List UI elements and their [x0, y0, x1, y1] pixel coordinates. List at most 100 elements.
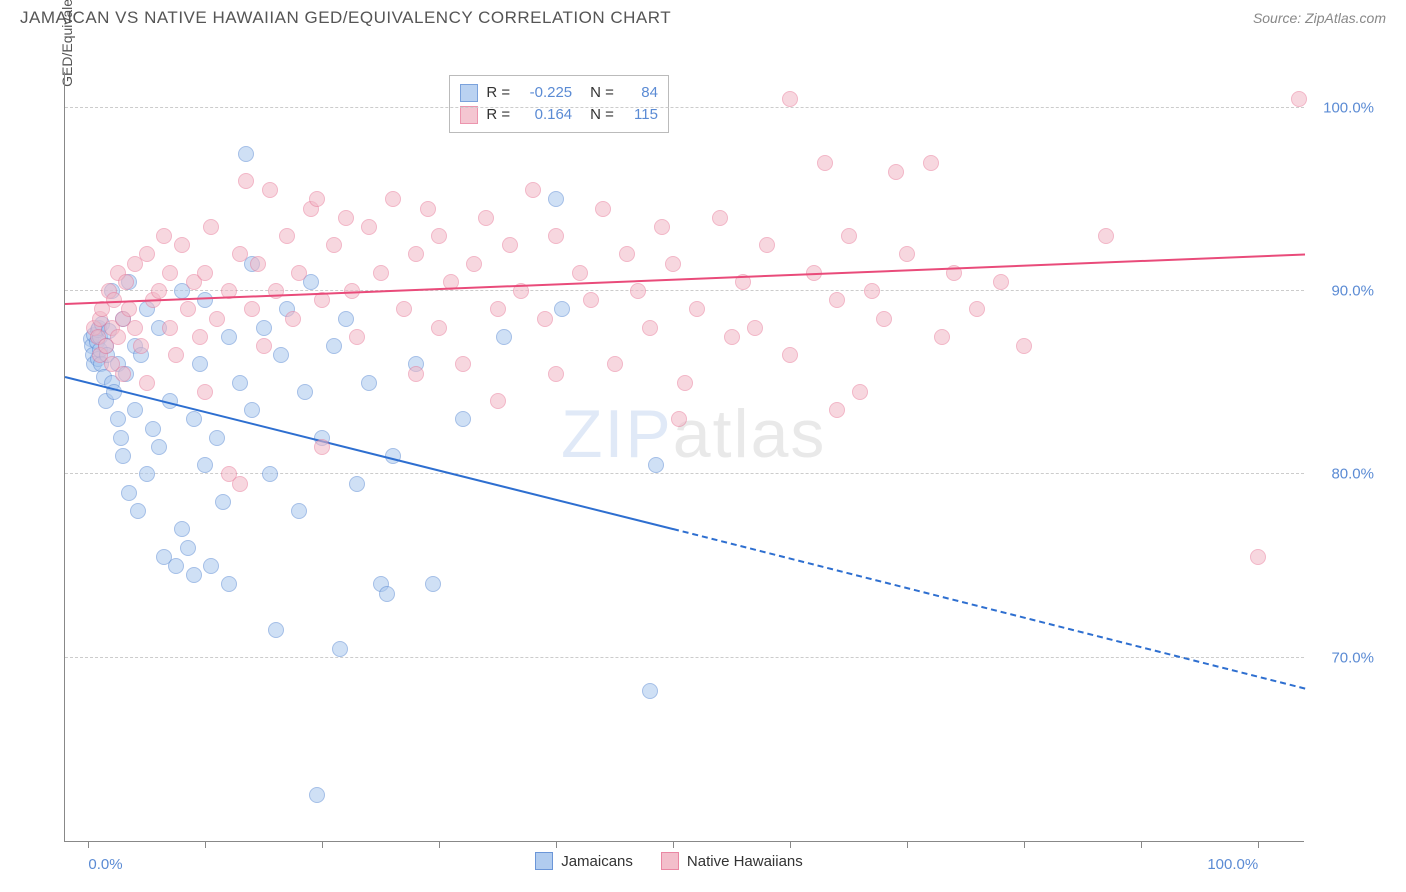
- data-point-native-hawaiians: [385, 191, 401, 207]
- legend-swatch: [460, 106, 478, 124]
- data-point-jamaicans: [648, 457, 664, 473]
- trend-line-extrapolated: [673, 528, 1305, 689]
- data-point-native-hawaiians: [309, 191, 325, 207]
- gridline: [65, 657, 1304, 658]
- data-point-native-hawaiians: [262, 182, 278, 198]
- data-point-jamaicans: [130, 503, 146, 519]
- data-point-native-hawaiians: [993, 274, 1009, 290]
- data-point-jamaicans: [180, 540, 196, 556]
- data-point-native-hawaiians: [118, 274, 134, 290]
- y-tick-label: 70.0%: [1314, 649, 1374, 666]
- gridline: [65, 107, 1304, 108]
- data-point-jamaicans: [361, 375, 377, 391]
- data-point-native-hawaiians: [677, 375, 693, 391]
- gridline: [65, 290, 1304, 291]
- data-point-native-hawaiians: [724, 329, 740, 345]
- data-point-native-hawaiians: [373, 265, 389, 281]
- data-point-jamaicans: [262, 466, 278, 482]
- data-point-native-hawaiians: [689, 301, 705, 317]
- chart-title: JAMAICAN VS NATIVE HAWAIIAN GED/EQUIVALE…: [20, 8, 671, 28]
- data-point-native-hawaiians: [934, 329, 950, 345]
- data-point-native-hawaiians: [466, 256, 482, 272]
- x-tick: [790, 841, 791, 848]
- data-point-jamaicans: [186, 567, 202, 583]
- data-point-native-hawaiians: [326, 237, 342, 253]
- data-point-native-hawaiians: [829, 402, 845, 418]
- x-tick: [1258, 841, 1259, 848]
- legend-r-value: -0.225: [518, 82, 572, 104]
- data-point-native-hawaiians: [630, 283, 646, 299]
- data-point-native-hawaiians: [244, 301, 260, 317]
- data-point-jamaicans: [548, 191, 564, 207]
- data-point-native-hawaiians: [396, 301, 412, 317]
- data-point-native-hawaiians: [478, 210, 494, 226]
- data-point-native-hawaiians: [110, 329, 126, 345]
- x-tick: [439, 841, 440, 848]
- data-point-jamaicans: [256, 320, 272, 336]
- data-point-native-hawaiians: [583, 292, 599, 308]
- data-point-native-hawaiians: [817, 155, 833, 171]
- data-point-native-hawaiians: [238, 173, 254, 189]
- data-point-native-hawaiians: [338, 210, 354, 226]
- data-point-native-hawaiians: [420, 201, 436, 217]
- data-point-jamaicans: [455, 411, 471, 427]
- data-point-jamaicans: [113, 430, 129, 446]
- data-point-native-hawaiians: [127, 320, 143, 336]
- data-point-native-hawaiians: [712, 210, 728, 226]
- data-point-native-hawaiians: [759, 237, 775, 253]
- data-point-native-hawaiians: [1098, 228, 1114, 244]
- data-point-native-hawaiians: [232, 246, 248, 262]
- x-tick-label: 0.0%: [88, 856, 122, 873]
- chart-source: Source: ZipAtlas.com: [1253, 10, 1386, 26]
- data-point-jamaicans: [110, 411, 126, 427]
- data-point-jamaicans: [221, 576, 237, 592]
- data-point-jamaicans: [291, 503, 307, 519]
- data-point-native-hawaiians: [180, 301, 196, 317]
- watermark: ZIPatlas: [561, 395, 826, 473]
- data-point-jamaicans: [168, 558, 184, 574]
- data-point-native-hawaiians: [864, 283, 880, 299]
- data-point-native-hawaiians: [291, 265, 307, 281]
- legend-label: Jamaicans: [561, 853, 633, 870]
- data-point-jamaicans: [139, 466, 155, 482]
- data-point-jamaicans: [332, 641, 348, 657]
- data-point-native-hawaiians: [156, 228, 172, 244]
- y-tick-label: 90.0%: [1314, 283, 1374, 300]
- x-tick: [205, 841, 206, 848]
- data-point-jamaicans: [197, 457, 213, 473]
- data-point-jamaicans: [326, 338, 342, 354]
- data-point-native-hawaiians: [876, 311, 892, 327]
- data-point-native-hawaiians: [502, 237, 518, 253]
- data-point-native-hawaiians: [548, 366, 564, 382]
- data-point-native-hawaiians: [349, 329, 365, 345]
- data-point-native-hawaiians: [1016, 338, 1032, 354]
- data-point-jamaicans: [554, 301, 570, 317]
- legend-n-value: 84: [622, 82, 658, 104]
- legend-swatch: [661, 852, 679, 870]
- data-point-native-hawaiians: [115, 366, 131, 382]
- data-point-jamaicans: [244, 402, 260, 418]
- data-point-jamaicans: [145, 421, 161, 437]
- data-point-jamaicans: [215, 494, 231, 510]
- y-tick-label: 100.0%: [1314, 99, 1374, 116]
- data-point-native-hawaiians: [1291, 91, 1307, 107]
- data-point-jamaicans: [221, 329, 237, 345]
- data-point-native-hawaiians: [285, 311, 301, 327]
- data-point-native-hawaiians: [548, 228, 564, 244]
- legend-n-label: N =: [590, 82, 614, 104]
- data-point-jamaicans: [496, 329, 512, 345]
- data-point-native-hawaiians: [250, 256, 266, 272]
- data-point-native-hawaiians: [619, 246, 635, 262]
- data-point-jamaicans: [268, 622, 284, 638]
- x-tick: [556, 841, 557, 848]
- correlation-legend: R =-0.225N =84R =0.164N =115: [449, 75, 669, 133]
- data-point-native-hawaiians: [361, 219, 377, 235]
- data-point-native-hawaiians: [256, 338, 272, 354]
- data-point-jamaicans: [186, 411, 202, 427]
- data-point-native-hawaiians: [431, 228, 447, 244]
- data-point-jamaicans: [151, 439, 167, 455]
- data-point-jamaicans: [115, 448, 131, 464]
- data-point-jamaicans: [174, 521, 190, 537]
- x-tick: [1141, 841, 1142, 848]
- data-point-jamaicans: [642, 683, 658, 699]
